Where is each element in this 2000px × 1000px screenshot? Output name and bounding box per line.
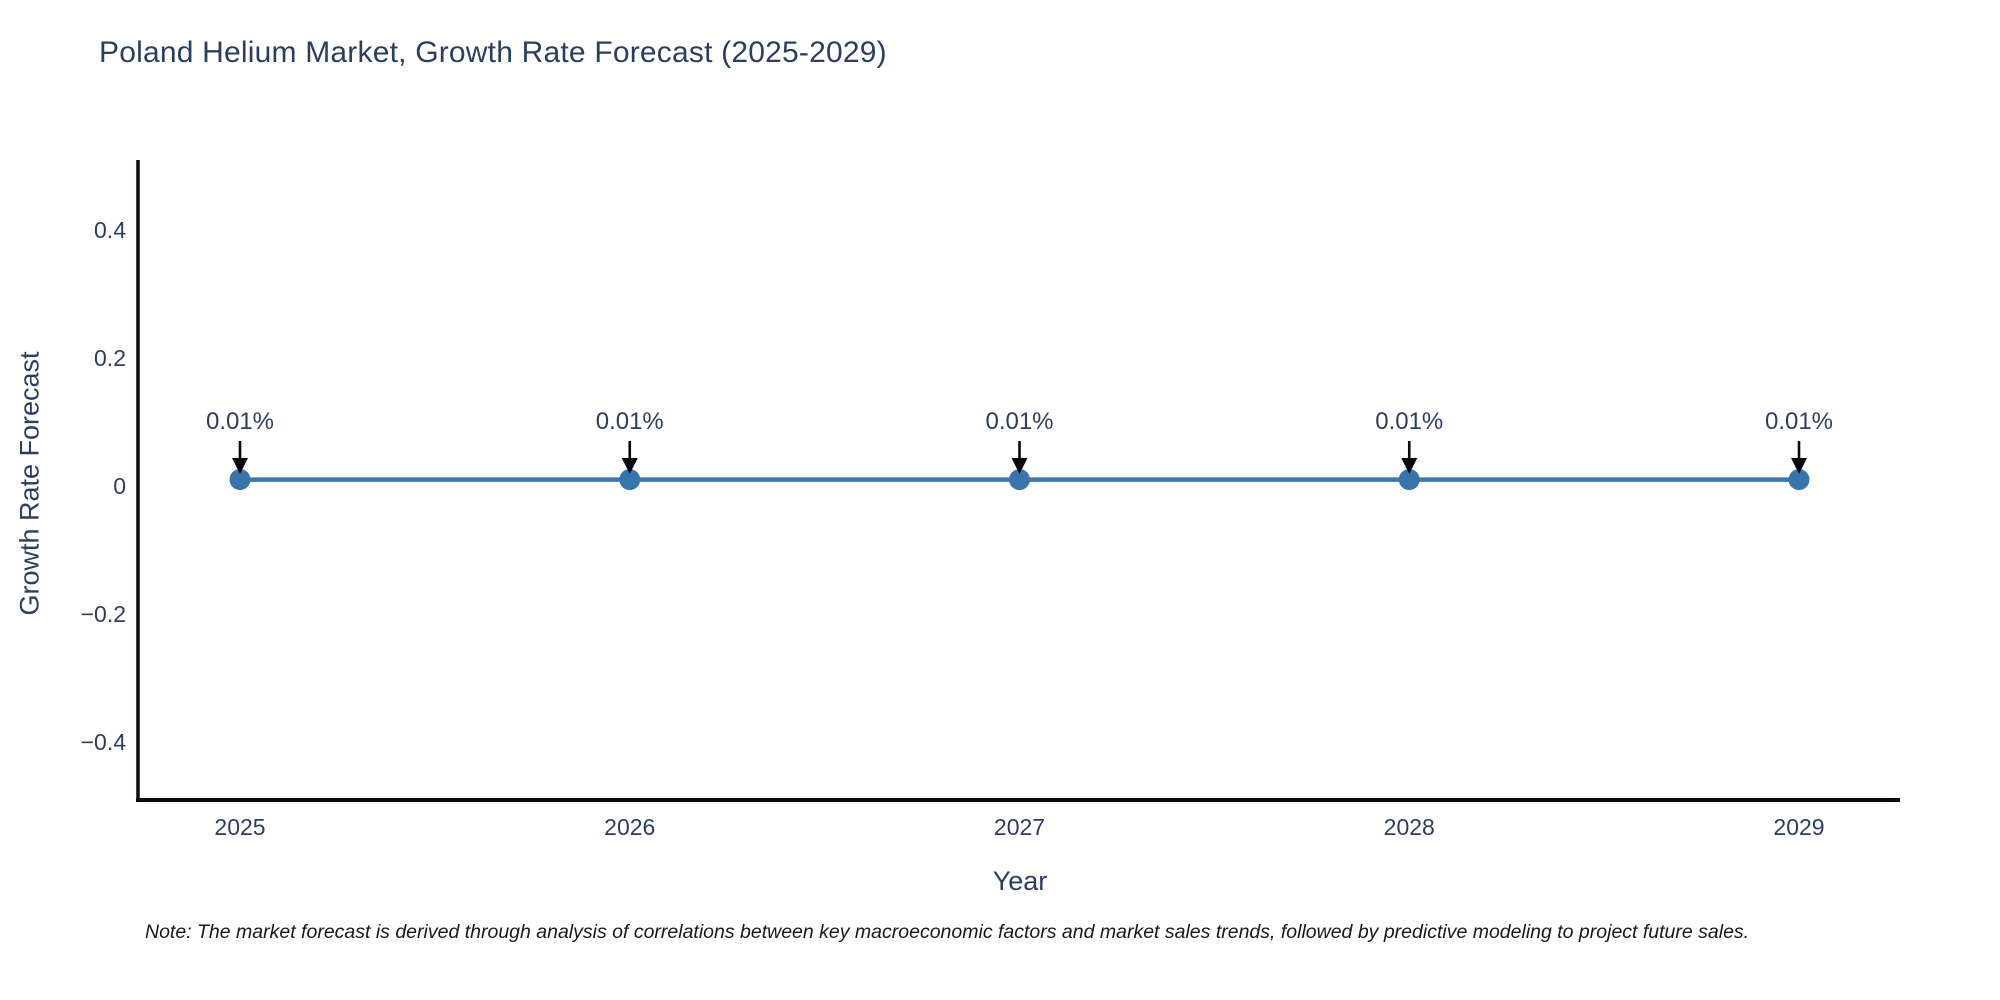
x-tick-label: 2025 [214,814,265,840]
y-tick-label: 0.2 [94,345,126,371]
annotation-label: 0.01% [1375,408,1443,435]
x-axis-label: Year [992,866,1048,896]
y-tick-label: 0.4 [94,217,126,243]
annotation-label: 0.01% [985,408,1053,435]
chart-title: Poland Helium Market, Growth Rate Foreca… [99,36,887,69]
x-tick-label: 2026 [604,814,655,840]
data-point [1398,469,1420,491]
y-tick-label: −0.4 [81,729,127,755]
annotation-arrowhead-icon [232,458,248,474]
x-tick-label: 2029 [1773,814,1824,840]
data-point [619,469,641,491]
annotation-label: 0.01% [596,408,664,435]
annotation-arrowhead-icon [1401,458,1418,474]
y-axis-label: Growth Rate Forecast [14,351,45,616]
footnote: Note: The market forecast is derived thr… [145,921,1750,943]
data-point [1788,469,1810,491]
data-point [229,469,251,491]
x-tick-label: 2027 [994,814,1045,840]
x-tick-label: 2028 [1384,814,1435,840]
annotation-arrowhead-icon [1011,458,1028,474]
annotation-label: 0.01% [1765,408,1833,435]
annotation-arrowhead-icon [1791,458,1807,474]
y-tick-label: −0.2 [81,601,126,627]
data-point [1009,469,1030,491]
annotation-label: 0.01% [206,408,274,435]
annotation-arrowhead-icon [621,458,638,474]
y-tick-label: 0 [113,473,126,499]
